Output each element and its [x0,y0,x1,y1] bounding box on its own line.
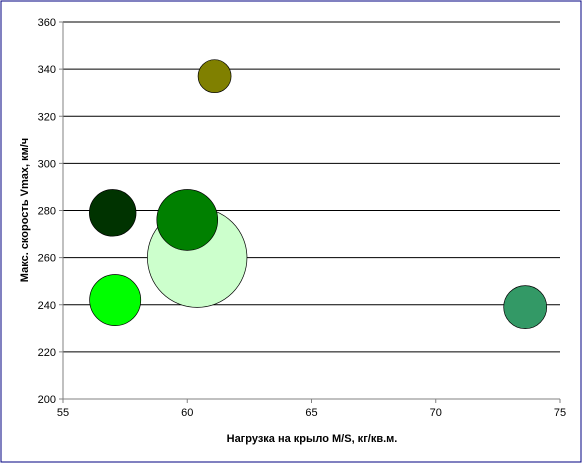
y-tick-label: 340 [38,64,56,76]
y-tick-label: 300 [38,158,56,170]
x-tick-label: 55 [57,407,69,419]
y-tick-label: 200 [38,394,56,406]
x-axis-title: Нагрузка на крыло M/S, кг/кв.м. [227,433,398,445]
y-axis-title: Макс. скорость Vmax, км/ч [19,138,31,282]
x-tick-label: 65 [305,407,317,419]
y-tick-label: 220 [38,347,56,359]
x-tick-label: 70 [430,407,442,419]
x-tick-label: 60 [181,407,193,419]
bubble-point [197,59,232,94]
x-tick-label: 75 [554,407,566,419]
bubble-point [89,189,137,237]
bubble-point [89,274,142,326]
y-tick-label: 240 [38,300,56,312]
bubble-point [503,285,548,329]
y-tick-label: 320 [38,111,56,123]
y-tick-label: 280 [38,206,56,218]
bubble-point [156,189,219,251]
y-tick-label: 260 [38,253,56,265]
y-tick-label: 360 [38,17,56,29]
